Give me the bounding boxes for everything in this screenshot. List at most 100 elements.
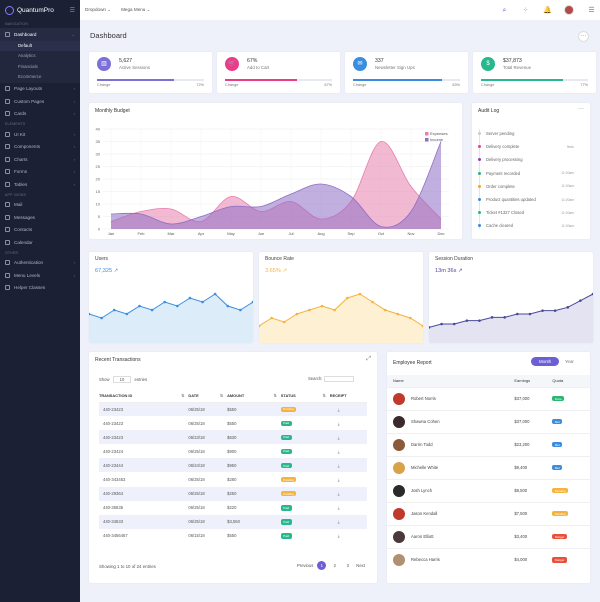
sidebar-toggle-icon[interactable]: ☰ [69, 7, 75, 14]
sparkline-point [371, 300, 374, 304]
sidebar-subitem-analytics[interactable]: Analytics [18, 53, 36, 58]
employee-name: Rebecca Harris [411, 556, 440, 562]
helper-icon [5, 285, 10, 291]
prev-page-button[interactable]: Previous [297, 563, 314, 568]
col-status[interactable]: STATUS ⇅ [280, 389, 330, 403]
col-receipt[interactable]: RECEIPT [329, 389, 367, 403]
chevron-right-icon: › [73, 272, 75, 278]
apps-grid-icon[interactable]: ⁘ [522, 6, 529, 14]
status-badge: Paid [280, 434, 292, 441]
sidebar-item-components[interactable]: Components › [0, 141, 80, 154]
sidebar-item-authentication[interactable]: Authentication › [0, 257, 80, 270]
sparkline-point [138, 304, 141, 308]
timeline-line [479, 129, 480, 229]
x-tick-label: Mar [168, 231, 176, 236]
download-icon[interactable]: ⤓ [337, 533, 340, 539]
audit-text: Product quantities updated [486, 197, 536, 202]
ui-kit-icon [5, 131, 10, 137]
sidebar-item-menu-levels[interactable]: Menu Levels › [0, 269, 80, 282]
avatar[interactable] [564, 5, 574, 15]
chevron-right-icon: › [73, 156, 75, 162]
quota-badge: Pending [552, 487, 568, 494]
y-tick-label: 20 [96, 177, 101, 182]
download-icon[interactable]: ⤓ [337, 505, 340, 511]
sparkline-point [259, 324, 261, 328]
status-badge: Pending [280, 406, 297, 413]
dropdown-menu[interactable]: Dropdown ⌄ [85, 7, 111, 13]
mail-icon: ✉ [353, 57, 367, 71]
sidebar-item-tables[interactable]: Tables › [0, 178, 80, 191]
download-icon[interactable]: ⤓ [329, 402, 367, 417]
audit-text: Payment recorded [486, 170, 521, 176]
year-toggle[interactable]: Year [565, 359, 574, 364]
sparkline-point [516, 312, 519, 316]
sidebar-subitem-financials[interactable]: Financials [18, 63, 38, 69]
employee-earnings: $37,000 [514, 409, 553, 433]
sidebar-item-ui-kit[interactable]: UI Kit › [0, 128, 80, 141]
sidebar-item-calendar[interactable]: Calendar [0, 236, 80, 249]
page-button-1[interactable]: 1 [317, 561, 327, 570]
quantum-logo-icon [5, 5, 14, 15]
table-row: Michelle White $9,400 Met [387, 455, 590, 479]
page-button-3[interactable]: 3 [346, 563, 349, 568]
next-page-button[interactable]: Next [356, 563, 365, 568]
page-title: Dashboard [90, 31, 127, 40]
download-icon[interactable]: ⤓ [337, 448, 340, 454]
show-label: Show [99, 377, 110, 382]
sidebar-item-custom-pages[interactable]: Custom Pages › [0, 95, 80, 108]
audit-log-item: Payment recorded 11:20am [478, 169, 574, 178]
sparkline-point [429, 326, 431, 329]
sparkline-area [259, 294, 423, 343]
bell-icon[interactable]: 🔔 [543, 6, 552, 14]
brand[interactable]: QuantumPro ☰ [0, 0, 80, 20]
sidebar-item-charts[interactable]: Charts › [0, 153, 80, 166]
sidebar-item-contacts[interactable]: Contacts [0, 224, 80, 237]
download-icon[interactable]: ⤓ [329, 430, 367, 445]
sidebar-item-messages[interactable]: Messages [0, 211, 80, 224]
sparkline-line [89, 293, 253, 319]
download-icon[interactable]: ⤓ [337, 420, 340, 426]
page-button-2[interactable]: 2 [333, 563, 336, 568]
sidebar-item-page-layouts[interactable]: Page Layouts › [0, 83, 80, 96]
expand-icon[interactable]: ⤢ [366, 356, 371, 362]
x-tick-label: Aug [317, 231, 324, 236]
more-options-icon[interactable]: ··· [578, 106, 584, 112]
chevron-right-icon: › [73, 98, 75, 104]
search-input[interactable] [323, 376, 354, 382]
sidebar-item-cards[interactable]: Cards › [0, 108, 80, 121]
col-date[interactable]: DATE ⇅ [188, 389, 228, 403]
search-icon[interactable]: ⌕ [502, 6, 507, 14]
audit-text: Delivery processing [486, 157, 523, 163]
avatar [393, 392, 405, 405]
sidebar-item-forms[interactable]: Forms › [0, 166, 80, 179]
transaction-date: 06/25/18 [188, 486, 228, 501]
sidebar-item-helper-classes[interactable]: Helper Classes [0, 282, 80, 295]
sidebar-subitem-default[interactable]: Default [0, 40, 80, 51]
transactions-title: Recent Transactions [95, 357, 141, 363]
table-row: Darrin Todd $23,200 Met [387, 432, 590, 456]
col-transaction-id[interactable]: TRANSACTION ID ⇅ [99, 389, 189, 403]
quota-badge: Met [552, 464, 563, 471]
more-options-icon[interactable]: ··· [578, 31, 589, 42]
sidebar-subitem-ecommerce[interactable]: Ecommerce [18, 74, 42, 79]
table-row: 440-23423 06/25/18 $550 Paid ⤓ [99, 416, 367, 430]
download-icon[interactable]: ⤓ [329, 458, 367, 473]
month-toggle[interactable]: Month [531, 357, 560, 366]
menu-icon[interactable]: ☰ [588, 6, 595, 14]
search-area: Search: [308, 376, 354, 382]
col-amount[interactable]: AMOUNT ⇅ [227, 389, 281, 403]
recent-transactions-card: Recent Transactions ⤢ Show 10 entries Se… [89, 352, 377, 583]
transactions-table: TRANSACTION ID ⇅ DATE ⇅ AMOUNT ⇅ STATUS ⇅ RE… [99, 389, 367, 543]
sidebar: QuantumPro ☰ NAVIGATION Dashboard ⌄ Defa… [0, 0, 80, 602]
mega-menu-label: Mega Menu [121, 7, 146, 12]
quota-badge: Met [552, 441, 563, 448]
download-icon[interactable]: ⤓ [329, 486, 367, 501]
entries-select[interactable]: 10 [112, 376, 132, 383]
download-icon[interactable]: ⤓ [337, 477, 340, 483]
stat-value: 67% [247, 58, 258, 64]
sidebar-item-mail[interactable]: Mail [0, 199, 80, 212]
mega-menu[interactable]: Mega Menu ⌄ [121, 7, 150, 13]
transaction-id: 440-23423 [99, 430, 189, 445]
download-icon[interactable]: ⤓ [329, 514, 367, 529]
sidebar-item-dashboard[interactable]: Dashboard ⌄ [0, 28, 80, 41]
